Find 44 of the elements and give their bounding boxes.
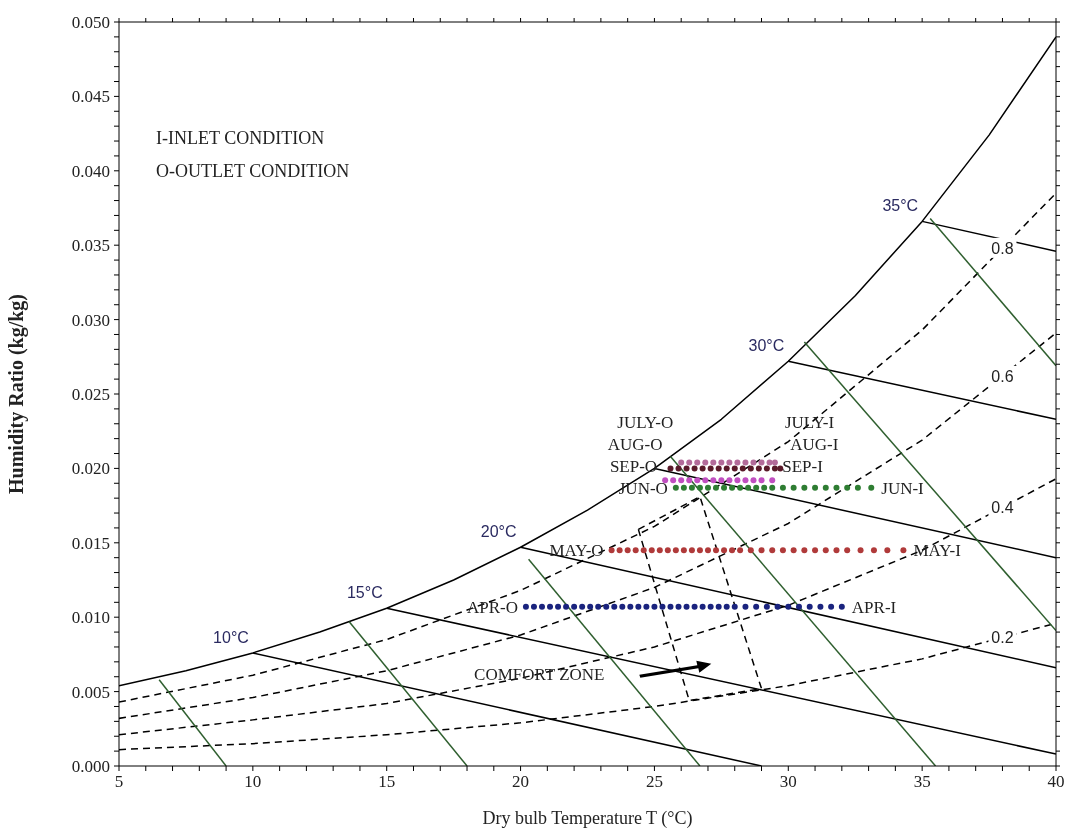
y-tick-label: 0.025 <box>71 385 110 404</box>
x-tick-label: 25 <box>645 772 663 791</box>
annotation: 10°C <box>213 628 249 646</box>
annotation: AUG-I <box>790 434 839 454</box>
y-tick-label: 0.045 <box>71 87 110 107</box>
x-tick-label: 40 <box>1047 772 1065 791</box>
annotation: SEP-O <box>609 456 658 476</box>
series-label: 0.2 <box>991 629 1014 647</box>
y-tick-label: 0.005 <box>71 682 110 702</box>
y-tick-label: 0.040 <box>71 161 110 181</box>
series-label: 0.4 <box>991 499 1014 517</box>
annotation: 20°C <box>480 523 517 541</box>
annotation: APR-O <box>466 597 518 617</box>
annotation: 30°C <box>748 337 785 355</box>
y-tick-label: 0.050 <box>71 13 110 32</box>
x-tick-label: 5 <box>114 772 124 791</box>
x-tick-label: 15 <box>378 772 396 791</box>
annotation: AUG-O <box>607 434 663 454</box>
y-tick-label: 0.020 <box>71 459 110 479</box>
annotation: 35°C <box>882 197 919 215</box>
x-tick-label: 35 <box>913 772 931 791</box>
annotation: O-OUTLET CONDITION <box>156 161 350 182</box>
annotation: APR-I <box>851 597 897 617</box>
x-axis-title: Dry bulb Temperature T (°C) <box>482 808 693 829</box>
y-tick-label: 0.000 <box>71 757 110 776</box>
y-tick-label: 0.015 <box>71 533 110 553</box>
x-tick-label: 30 <box>779 772 797 791</box>
x-tick-label: 10 <box>244 772 262 791</box>
annotation: 15°C <box>346 584 383 602</box>
annotation: JUN-I <box>881 478 925 498</box>
x-tick-label: 20 <box>512 772 530 791</box>
y-tick-label: 0.035 <box>71 236 110 256</box>
y-axis-title: Humidity Ratio (kg/kg) <box>5 293 29 495</box>
series-label: 0.6 <box>991 367 1014 385</box>
annotation: JULY-O <box>617 412 674 432</box>
annotation: MAY-O <box>549 541 604 561</box>
annotation: I-INLET CONDITION <box>156 128 325 149</box>
y-tick-label: 0.010 <box>71 608 110 628</box>
annotation: JUN-O <box>618 478 668 498</box>
y-tick-label: 0.030 <box>71 310 110 330</box>
annotation: JULY-I <box>784 412 835 432</box>
annotation: SEP-I <box>782 456 824 476</box>
series-label: 0.8 <box>991 239 1014 257</box>
annotation: MAY-I <box>913 541 962 561</box>
